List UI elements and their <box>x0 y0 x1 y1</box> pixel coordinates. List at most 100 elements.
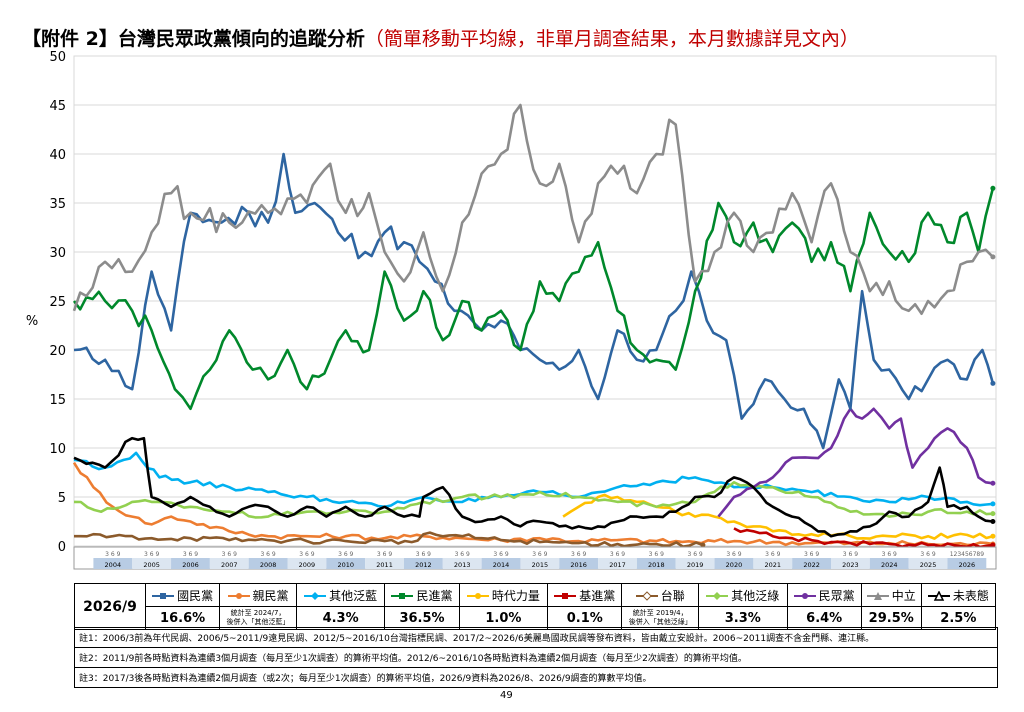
month-ticks: 3 6 9 <box>144 551 159 558</box>
series-end-point <box>990 480 996 486</box>
legend-item: 時代力量 <box>458 583 549 607</box>
month-ticks: 3 6 9 <box>649 551 664 558</box>
series-line-6 <box>74 531 704 548</box>
year-cell <box>171 558 210 569</box>
month-ticks: 3 6 9 <box>105 551 120 558</box>
year-cell <box>831 558 870 569</box>
year-cell <box>481 558 521 569</box>
legend-label: 其他泛藍 <box>329 588 378 603</box>
legend-label: 台聯 <box>660 588 685 603</box>
legend-label: 時代力量 <box>491 588 540 603</box>
series-line-4 <box>562 493 994 540</box>
series-line-10 <box>73 436 994 538</box>
year-cell <box>675 558 715 569</box>
y-tick-label: 5 <box>58 491 66 506</box>
series-lines <box>72 103 996 549</box>
legend-item: 中立 <box>860 583 922 607</box>
series-line-5 <box>733 527 994 549</box>
month-ticks: 3 6 9 <box>804 551 819 558</box>
year-cell <box>598 558 637 569</box>
series-end-point <box>990 254 996 260</box>
year-cell <box>714 558 754 569</box>
series-line-8 <box>717 407 994 518</box>
year-cell <box>947 558 987 569</box>
legend-note: 統計至 2019/4， 後併入「其他泛綠」 <box>621 606 699 630</box>
year-label: 2021 <box>765 561 782 569</box>
legend-label: 未表態 <box>952 588 989 603</box>
y-tick-label: 10 <box>49 442 66 457</box>
month-ticks: 3 6 9 <box>610 551 625 558</box>
year-cell <box>869 558 909 569</box>
year-cell <box>93 558 133 569</box>
year-cell <box>132 558 172 569</box>
year-label: 2019 <box>687 561 704 569</box>
legend-label: 民進黨 <box>416 588 453 603</box>
year-cell <box>908 558 948 569</box>
y-tick-label: 50 <box>49 50 66 65</box>
series-line-3 <box>72 187 995 411</box>
month-ticks: 3 6 9 <box>299 551 314 558</box>
month-ticks: 3 6 9 <box>843 551 858 558</box>
legend-item: 基進黨 <box>547 583 623 607</box>
year-label: 2006 <box>182 561 199 569</box>
month-ticks: 3 6 9 <box>338 551 353 558</box>
year-label: 2008 <box>260 561 277 569</box>
month-ticks: 3 6 9 <box>455 551 470 558</box>
year-label: 2025 <box>920 561 937 569</box>
legend-table: 2026/9 國民黨 親民黨 其他泛藍 民進黨 時代力量 基進黨 台聯 其他泛綠 民眾黨 中立 未表… <box>74 583 997 630</box>
legend-date: 2026/9 <box>74 583 146 630</box>
year-cell <box>520 558 560 569</box>
legend-item: 民眾黨 <box>786 583 862 607</box>
legend-item: 民進黨 <box>384 583 460 607</box>
footnote-1: 註1：2006/3前為年代民調、2006/5~2011/9遠見民調、2012/5… <box>75 627 997 647</box>
footnotes: 註1：2006/3前為年代民調、2006/5~2011/9遠見民調、2012/5… <box>74 627 998 688</box>
year-label: 2004 <box>105 561 122 569</box>
year-label: 2010 <box>337 561 354 569</box>
series-line-7 <box>73 480 993 519</box>
year-label: 2023 <box>842 561 859 569</box>
year-label: 2016 <box>570 561 587 569</box>
year-cell <box>248 558 288 569</box>
y-tick-label: 25 <box>49 295 66 310</box>
legend-item: 未表態 <box>920 583 997 607</box>
series-end-point <box>990 533 996 539</box>
series-end-point <box>990 185 996 191</box>
series-end-point <box>700 542 706 548</box>
year-label: 2013 <box>454 561 471 569</box>
legend-note: 統計至 2024/7， 後併入「其他泛藍」 <box>219 606 297 630</box>
year-label: 2015 <box>532 561 549 569</box>
month-ticks: 3 6 9 <box>222 551 237 558</box>
y-tick-label: 45 <box>49 99 66 114</box>
month-ticks: 3 6 9 <box>377 551 392 558</box>
y-axis-ticks: 0 5 10 15 20 25 30 35 40 45 50 <box>49 50 66 555</box>
legend-label: 中立 <box>891 588 916 603</box>
title-subtitle: （簡單移動平均線，非單月調查結果，本月數據詳見文內） <box>364 28 859 50</box>
series-end-point <box>990 542 996 548</box>
year-cell <box>792 558 832 569</box>
month-ticks: 3 6 9 <box>687 551 702 558</box>
year-label: 2011 <box>376 561 393 569</box>
page-number: 49 <box>500 690 513 701</box>
legend-value: 6.4% <box>786 606 862 630</box>
year-cell <box>365 558 404 569</box>
legend-value: 0.1% <box>547 606 623 630</box>
series-end-point <box>990 519 996 524</box>
footnote-2: 註2：2011/9前各時點資料為連續3個月調查（每月至少1次調查）的算術平均值。… <box>75 647 997 667</box>
year-label: 2007 <box>221 561 238 569</box>
year-cell <box>287 558 327 569</box>
year-cell <box>636 558 676 569</box>
series-end-point <box>990 380 996 386</box>
series-line-0 <box>73 152 995 450</box>
series-line-2 <box>73 451 994 509</box>
legend-item: 台聯 <box>621 583 699 607</box>
year-label: 2026 <box>959 561 976 569</box>
month-ticks: 3 6 9 <box>726 551 741 558</box>
year-label: 2017 <box>609 561 626 569</box>
year-cell <box>326 558 366 569</box>
year-label: 2012 <box>415 561 432 569</box>
y-tick-label: 35 <box>49 197 66 212</box>
year-label: 2018 <box>648 561 665 569</box>
legend-item: 其他泛藍 <box>295 583 386 607</box>
year-cell <box>209 558 249 569</box>
